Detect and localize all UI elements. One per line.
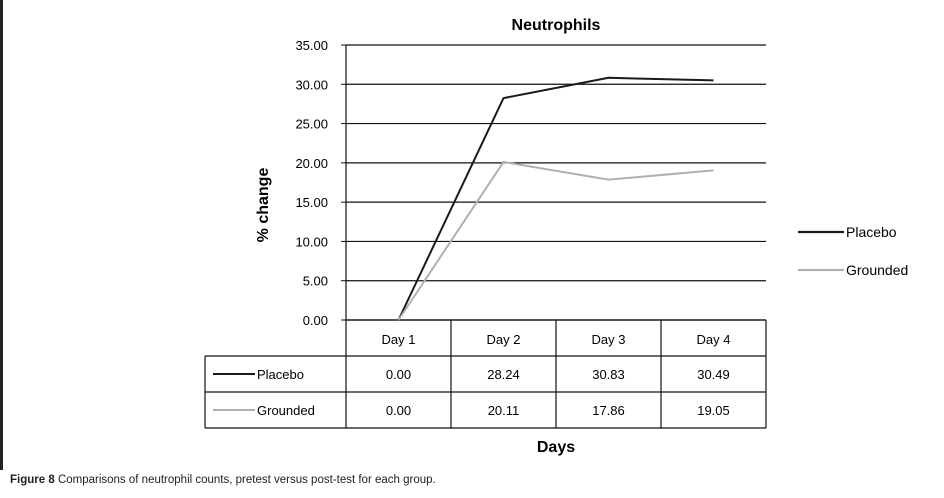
table-series-name: Placebo [257, 367, 304, 382]
x-tick-label: Day 1 [382, 332, 416, 347]
table-data-value: 30.83 [592, 367, 625, 382]
y-axis-label: % change [255, 168, 272, 243]
figure-label: Figure 8 [10, 474, 55, 486]
legend-entry-label: Placebo [846, 224, 897, 240]
y-tick-label: 35.00 [295, 38, 328, 53]
table-data-value: 0.00 [386, 367, 411, 382]
figure-frame-edge [0, 0, 3, 470]
table-data-value: 20.11 [488, 403, 520, 418]
neutrophils-line-chart: Neutrophils % change Days 0.00 5.00 10.00 1… [204, 17, 908, 456]
series-line-grounded [397, 160, 714, 321]
legend-entry-label: Grounded [846, 262, 908, 278]
y-tick-label: 15.00 [295, 195, 328, 210]
y-tick-label: 30.00 [295, 77, 328, 92]
table-data-value: 0.00 [386, 403, 411, 418]
x-tick-label: Day 2 [487, 332, 521, 347]
figure-caption: Figure 8 Comparisons of neutrophil count… [10, 474, 930, 486]
table-data-value: 28.24 [487, 367, 520, 382]
x-axis-label: Days [537, 439, 575, 456]
y-tick-label: 5.00 [303, 274, 328, 289]
series-line-placebo [397, 76, 714, 321]
x-tick-label: Day 4 [697, 332, 731, 347]
figure-caption-text: Comparisons of neutrophil counts, pretes… [57, 474, 436, 486]
chart-title: Neutrophils [512, 17, 601, 34]
y-tick-label: 0.00 [303, 313, 328, 328]
table-data-value: 30.49 [697, 367, 730, 382]
table-series-name: Grounded [257, 403, 315, 418]
y-tick-label: 25.00 [295, 117, 328, 132]
y-tick-label: 10.00 [295, 234, 328, 249]
table-data-value: 17.86 [592, 403, 625, 418]
y-tick-label: 20.00 [295, 156, 328, 171]
x-tick-label: Day 3 [592, 332, 626, 347]
table-data-value: 19.05 [697, 403, 730, 418]
